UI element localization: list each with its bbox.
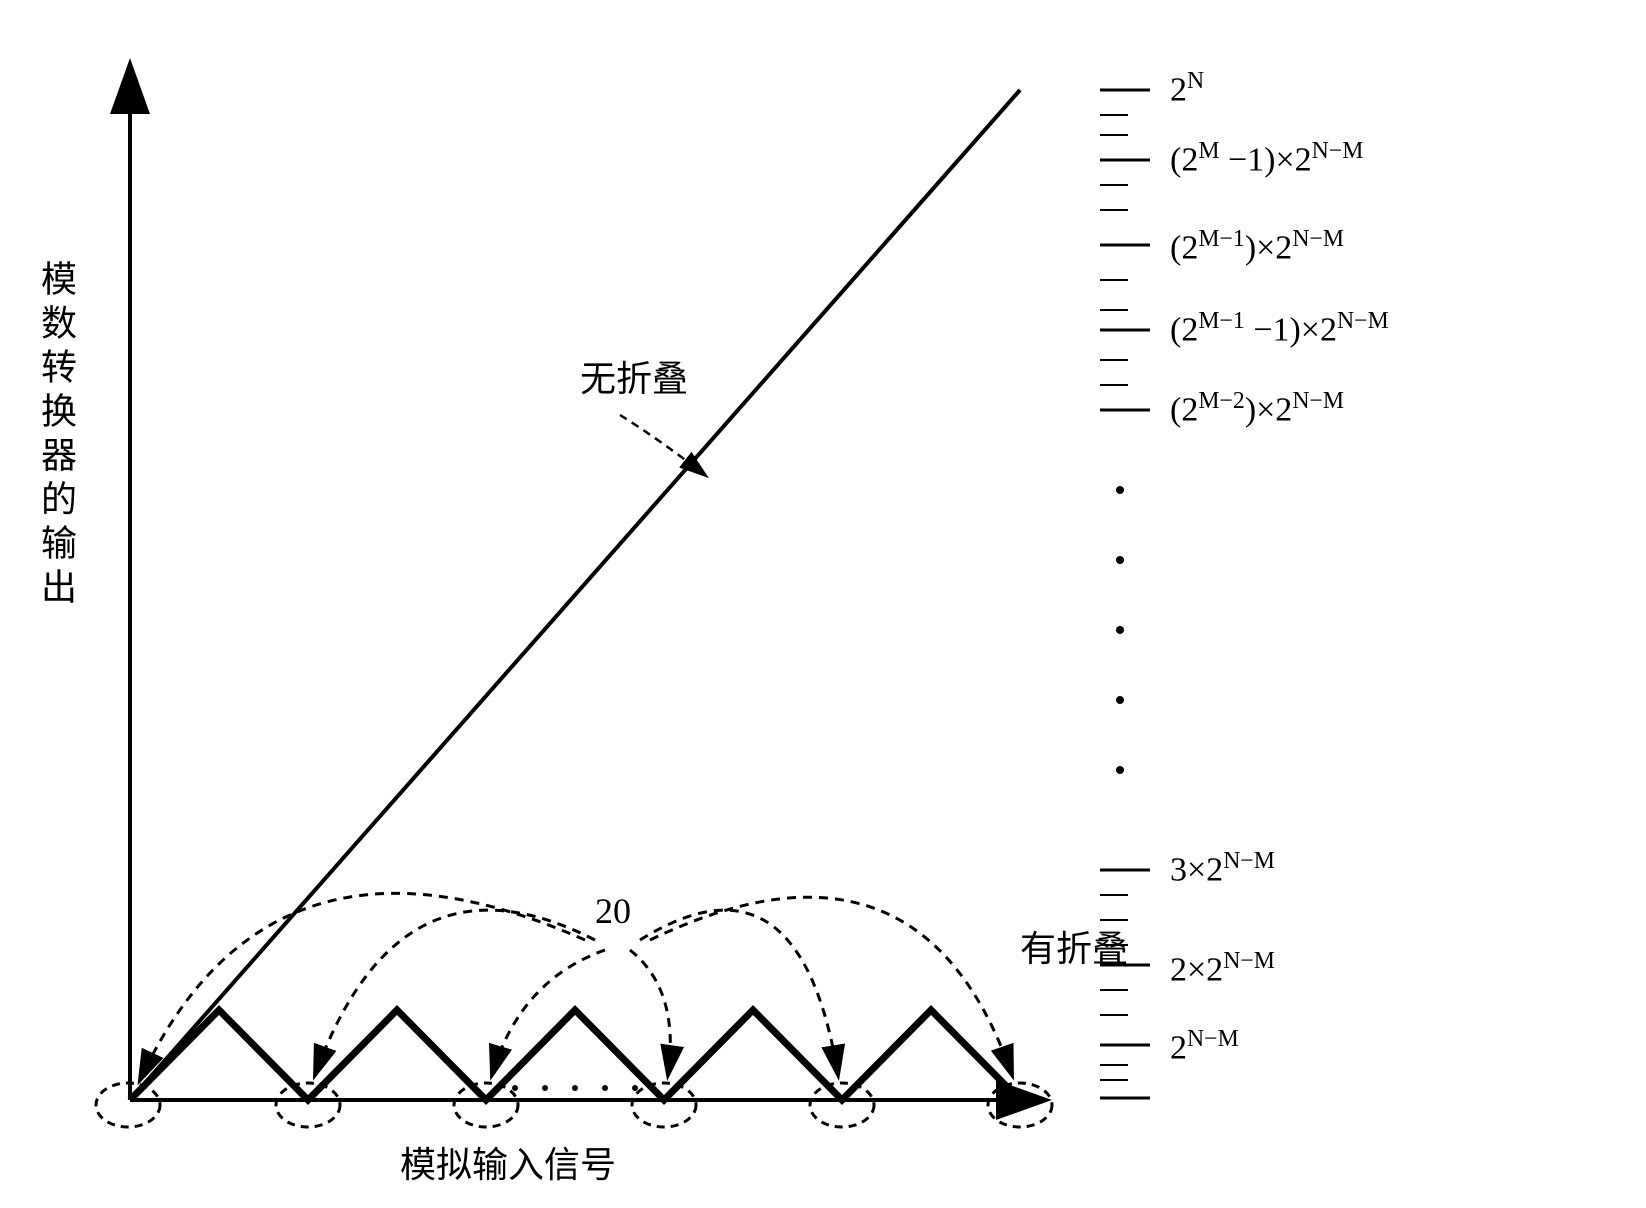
diagram-container: 模数转换器的输出 模拟输入信号 无折叠 有折叠 20 2N (2M −1)×2N… [20,20,1626,1188]
scale-vertical-dots [1116,486,1124,774]
chart-svg [20,20,1626,1188]
triangle-continuation-dots [512,1085,638,1091]
no-fold-arrow [620,415,705,475]
scale-ticks-bottom [1100,870,1150,1098]
scale-label-1: (2M −1)×2N−M [1170,138,1363,179]
scale-label-6: 2×2N−M [1170,948,1275,989]
scale-label-7: 2N−M [1170,1026,1239,1067]
with-fold-annotation: 有折叠 [1020,920,1128,972]
scale-label-5: 3×2N−M [1170,848,1275,889]
scale-label-4: (2M−2)×2N−M [1170,388,1344,429]
scale-label-2: (2M−1)×2N−M [1170,226,1344,267]
scale-label-3: (2M−1 −1)×2N−M [1170,308,1389,349]
scale-ticks-top [1100,90,1150,410]
no-fold-annotation: 无折叠 [580,350,688,402]
scale-label-0: 2N [1170,68,1204,109]
callout-curves [140,893,1012,1080]
callout-number-annotation: 20 [595,890,631,932]
x-axis-label: 模拟输入信号 [400,1136,616,1188]
y-axis-label: 模数转换器的输出 [30,260,82,612]
diagonal-no-fold-line [130,90,1020,1100]
